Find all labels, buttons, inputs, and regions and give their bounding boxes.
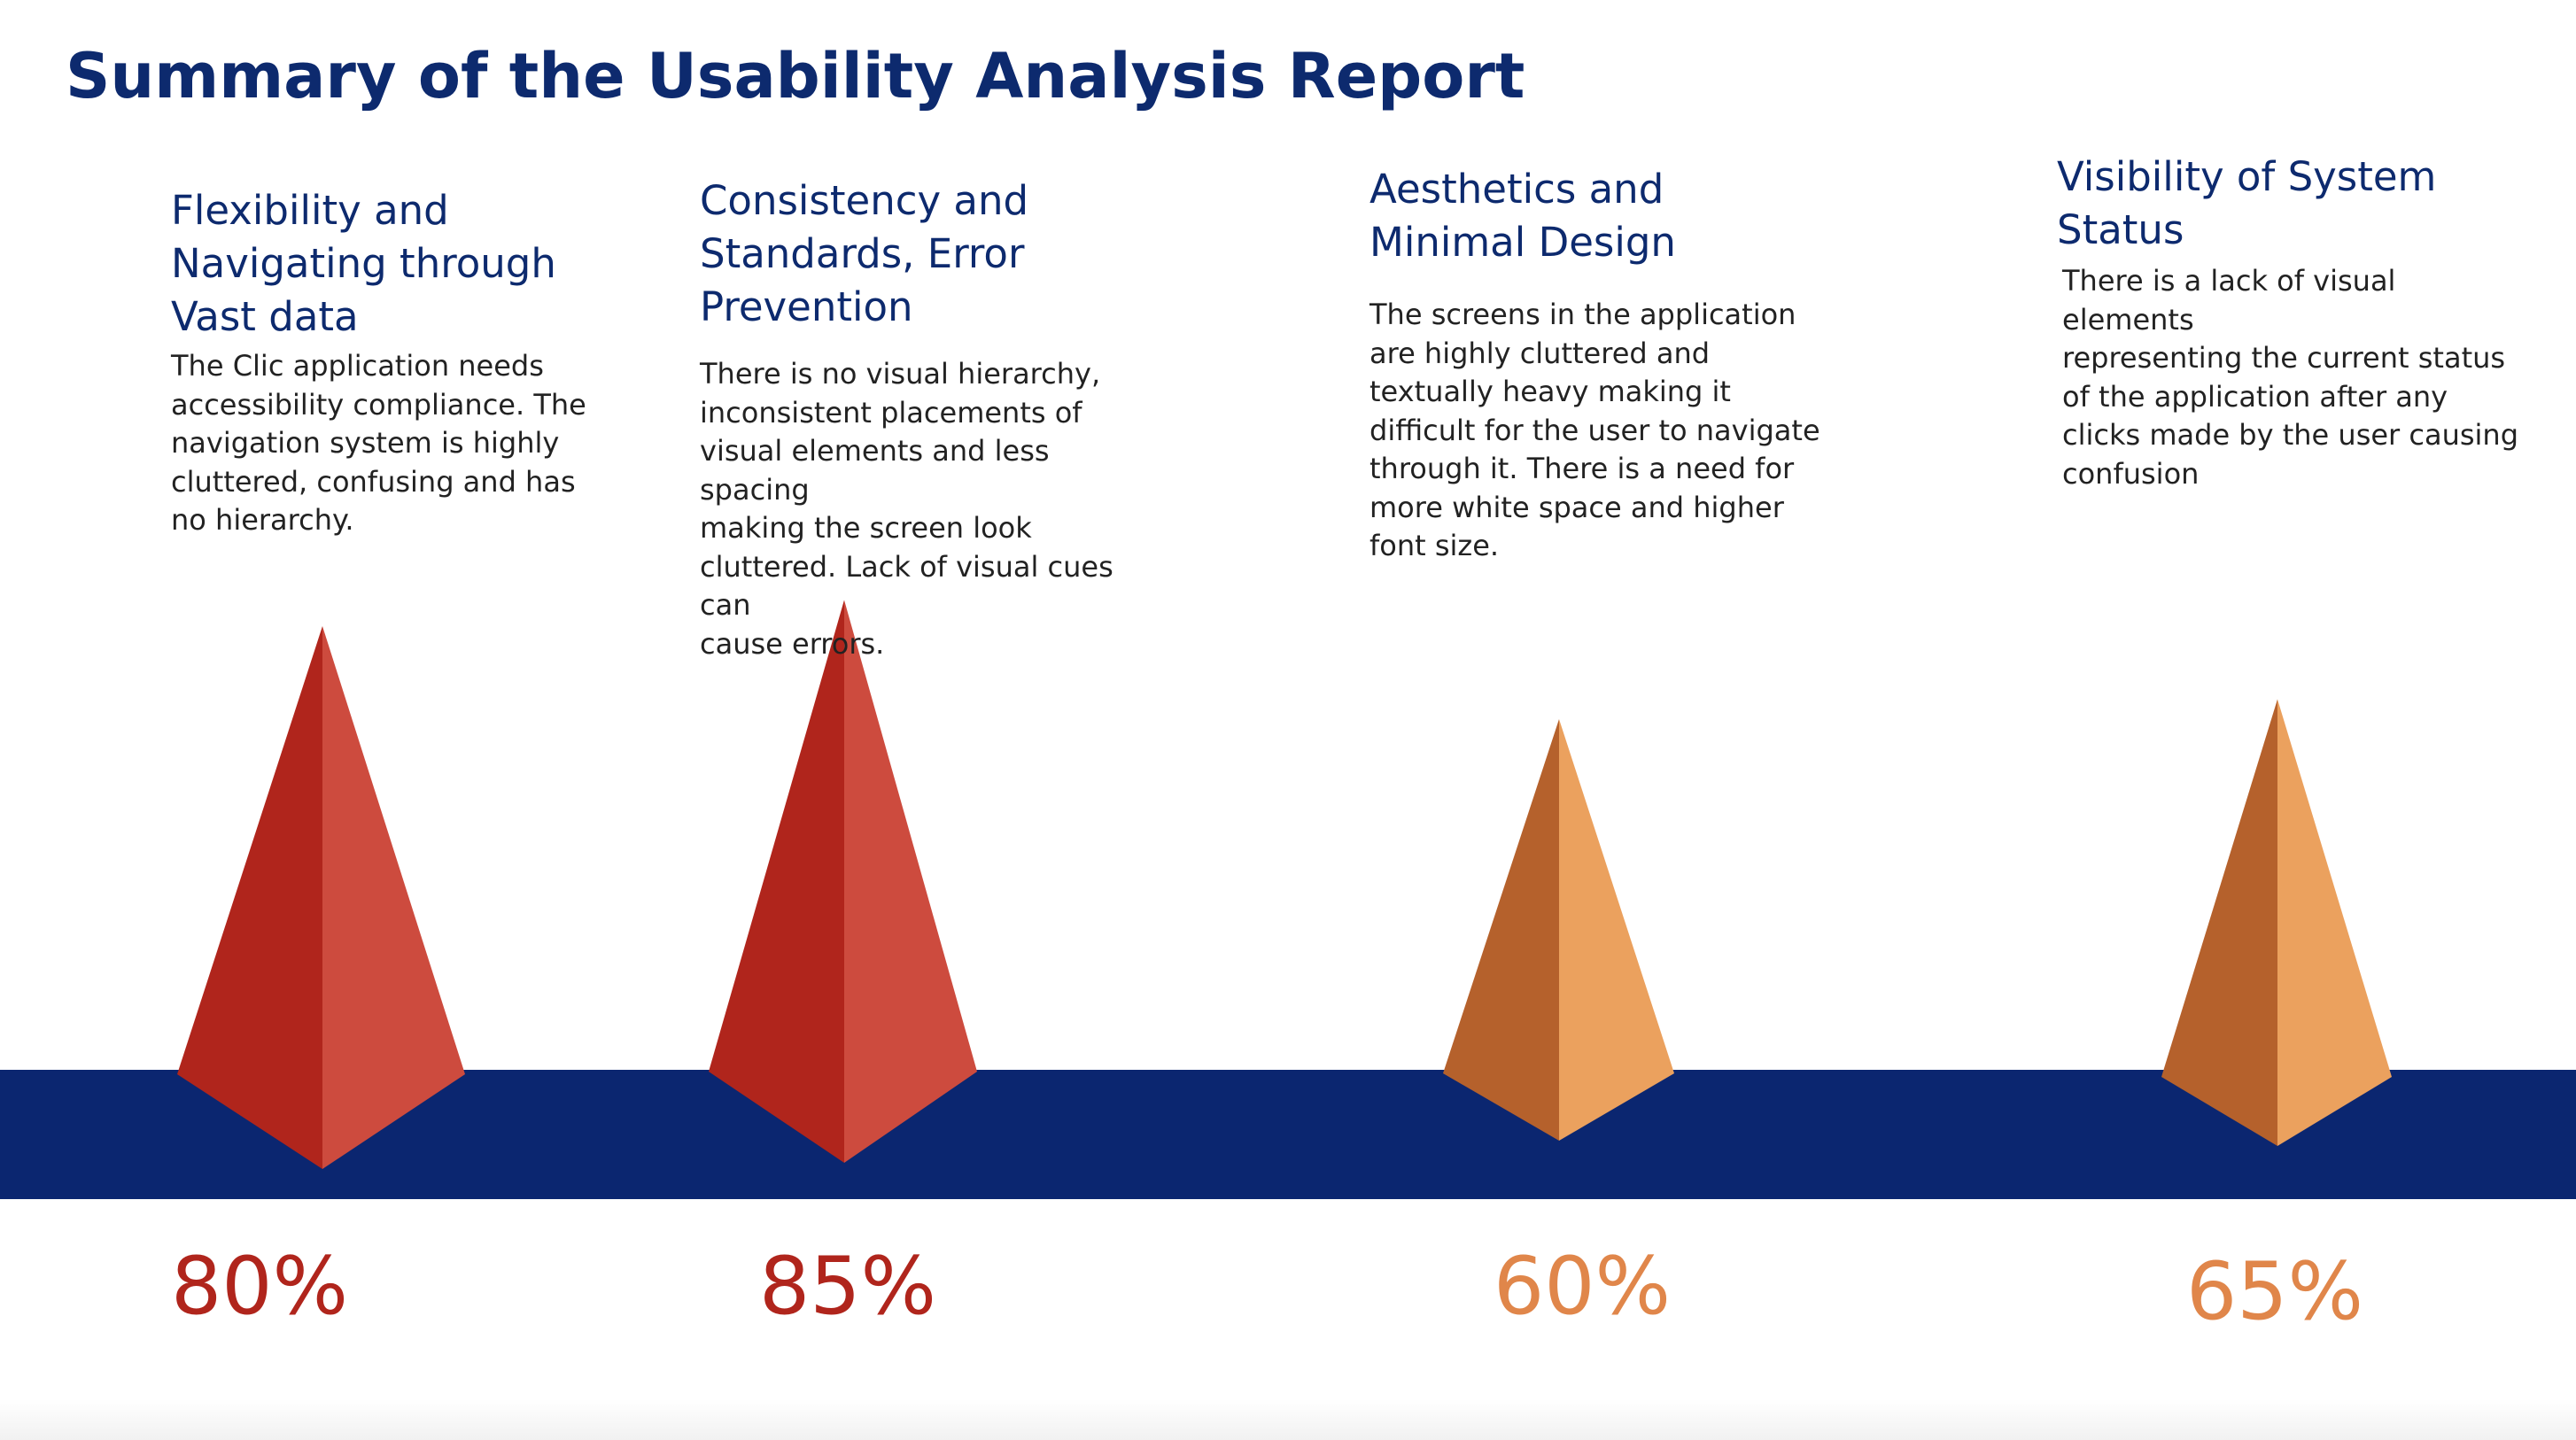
pyramid-1-right-face (322, 626, 465, 1169)
percent-label-3: 60% (1493, 1240, 1672, 1333)
pyramid-2-right-face (844, 600, 977, 1163)
slide-bottom-edge (0, 1399, 2576, 1440)
pyramid-3-left-face (1443, 719, 1559, 1141)
item-1-description: The Clic application needs accessibility… (171, 349, 586, 537)
pyramid-1-left-face (177, 626, 322, 1169)
item-3-description: The screens in the application are highl… (1369, 298, 1820, 562)
pyramid-3 (1443, 719, 1674, 1141)
item-2-description: There is no visual hierarchy, inconsiste… (700, 357, 1113, 661)
percent-label-2: 85% (758, 1240, 937, 1333)
percent-label-1: 80% (170, 1240, 349, 1333)
pyramid-4 (2161, 699, 2392, 1146)
item-3: Aesthetics and Minimal Design The screen… (1369, 163, 1830, 566)
item-4-heading: Visibility of System Status (2057, 153, 2437, 253)
item-2: Consistency and Standards, Error Prevent… (700, 174, 1160, 663)
pyramid-4-left-face (2161, 699, 2277, 1146)
pyramid-2-left-face (709, 600, 844, 1163)
item-4: Visibility of System Status There is a l… (2057, 151, 2535, 493)
pyramid-2 (709, 600, 977, 1163)
item-1: Flexibility and Navigating through Vast … (171, 184, 587, 540)
item-1-heading: Flexibility and Navigating through Vast … (171, 187, 556, 340)
item-3-heading: Aesthetics and Minimal Design (1369, 166, 1676, 266)
item-4-description: There is a lack of visual elements repre… (2062, 264, 2519, 491)
pyramid-3-right-face (1559, 719, 1674, 1141)
pyramid-1 (177, 626, 465, 1169)
page-title: Summary of the Usability Analysis Report (66, 40, 1525, 112)
pyramid-4-right-face (2277, 699, 2392, 1146)
item-2-heading: Consistency and Standards, Error Prevent… (700, 177, 1029, 330)
percent-label-4: 65% (2185, 1245, 2364, 1338)
